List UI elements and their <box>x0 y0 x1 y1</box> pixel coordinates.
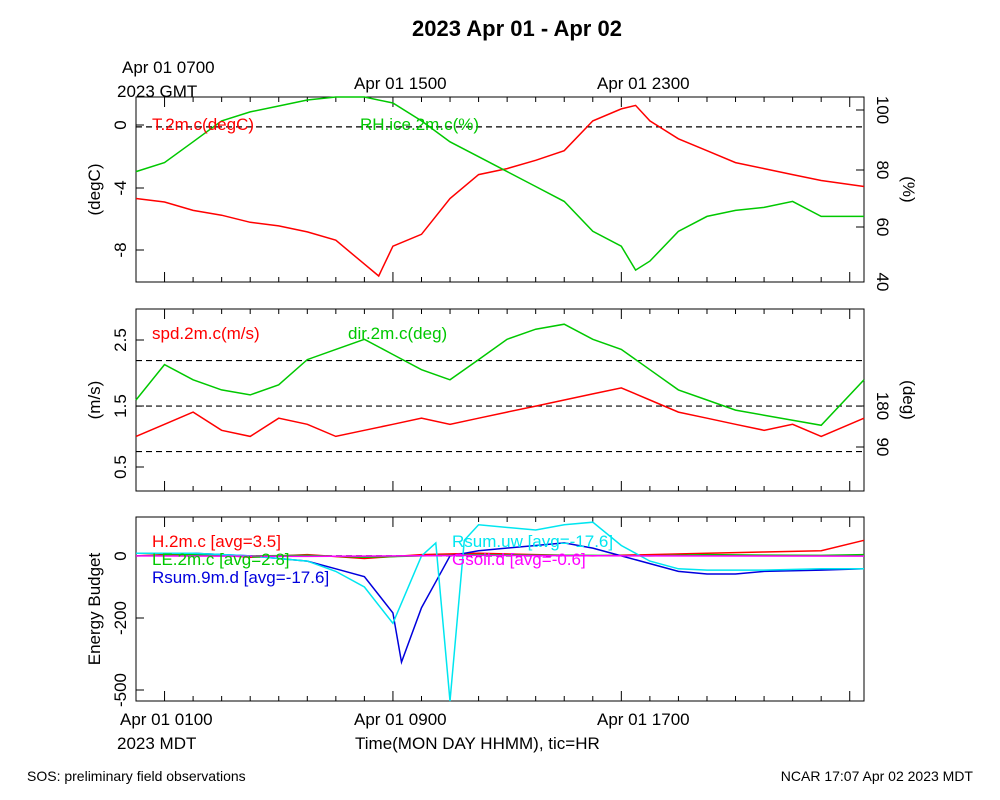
series-line-T.2m.c(degC) <box>135 104 865 278</box>
legend-label: H.2m.c [avg=3.5] <box>152 532 281 551</box>
panel-2 <box>135 308 865 492</box>
bottom-tick-label-2: Apr 01 0900 <box>354 710 447 729</box>
y-tick-label-left: 1.5 <box>111 394 130 418</box>
y-axis-title-right: (%) <box>899 176 918 202</box>
series-line-Rsum.9m.d <box>136 542 865 665</box>
legend-label: dir.2m.c(deg) <box>348 324 447 343</box>
bottom-tick-label-1: Apr 01 0100 <box>120 710 213 729</box>
series-line-Gsoil.d <box>135 554 865 558</box>
y-axis-title-left: (degC) <box>85 164 104 216</box>
y-tick-label-left: -8 <box>111 242 130 257</box>
legend-label: RH.ice.2m.c(%) <box>360 115 479 134</box>
top-timezone-label: 2023 GMT <box>117 82 197 101</box>
panel-1 <box>135 96 865 283</box>
panel-frame <box>135 516 865 702</box>
y-tick-label-left: 0.5 <box>111 455 130 479</box>
x-axis-title: Time(MON DAY HHMM), tic=HR <box>355 734 600 753</box>
y-tick-label-right: 180 <box>873 392 892 420</box>
y-tick-label-left: -4 <box>111 180 130 195</box>
footer-right: NCAR 17:07 Apr 02 2023 MDT <box>781 768 974 784</box>
y-axis-title-left: Energy Budget <box>85 552 104 665</box>
y-tick-label-right: 40 <box>873 273 892 292</box>
bottom-timezone-label: 2023 MDT <box>117 734 196 753</box>
series-line-spd.2m.c(m/s) <box>135 387 865 438</box>
y-tick-label-right: 100 <box>873 96 892 124</box>
legend-label: LE.2m.c [avg=2.8] <box>152 550 290 569</box>
chart-title: 2023 Apr 01 - Apr 02 <box>412 16 622 41</box>
y-tick-label-left: -200 <box>111 601 130 635</box>
y-tick-label-left: 2.5 <box>111 328 130 352</box>
legend-label: T.2m.c(degC) <box>152 115 254 134</box>
top-tick-label-1: Apr 01 0700 <box>122 58 215 77</box>
y-tick-label-right: 80 <box>873 161 892 180</box>
y-tick-label-left: 0 <box>111 551 130 560</box>
series-line-RH.ice.2m.c(%) <box>135 96 864 272</box>
legend-label: Gsoil.d [avg=-0.6] <box>452 550 586 569</box>
series-line-dir.2m.c(deg) <box>135 323 865 427</box>
y-tick-label-right: 60 <box>873 218 892 237</box>
y-tick-label-left: -500 <box>111 673 130 707</box>
footer-left: SOS: preliminary field observations <box>27 768 246 784</box>
legend-label: spd.2m.c(m/s) <box>152 324 260 343</box>
y-axis-title-left: (m/s) <box>85 381 104 420</box>
top-tick-label-3: Apr 01 2300 <box>597 74 690 93</box>
y-axis-title-right: (deg) <box>899 380 918 420</box>
y-tick-label-right: 90 <box>873 438 892 457</box>
legend-label: Rsum.9m.d [avg=-17.6] <box>152 568 329 587</box>
panel-3 <box>135 516 865 702</box>
y-tick-label-left: 0 <box>111 120 130 129</box>
legend-label: Rsum.uw [avg=-17.6] <box>452 532 613 551</box>
panel-frame <box>135 96 865 283</box>
top-tick-label-2: Apr 01 1500 <box>354 74 447 93</box>
series-line-Rsum.uw <box>136 521 864 702</box>
bottom-tick-label-3: Apr 01 1700 <box>597 710 690 729</box>
